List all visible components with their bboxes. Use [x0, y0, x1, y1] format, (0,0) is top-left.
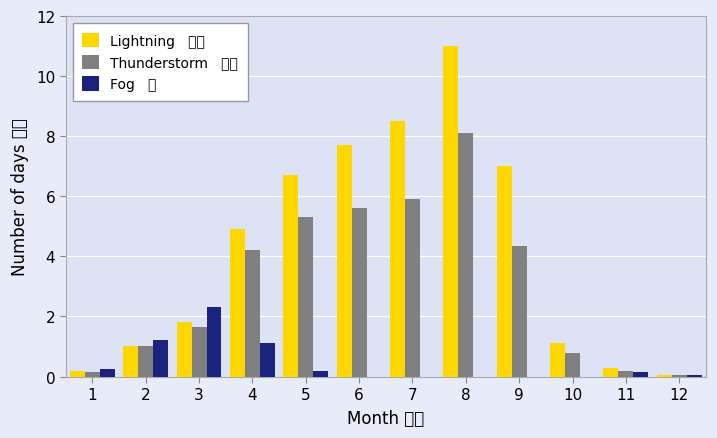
Bar	[687, 375, 702, 377]
Bar	[70, 371, 85, 377]
Bar	[405, 200, 420, 377]
Bar	[230, 230, 245, 377]
Bar	[337, 146, 351, 377]
Bar	[458, 134, 473, 377]
Y-axis label: Number of days 日數: Number of days 日數	[11, 118, 29, 276]
Bar	[657, 375, 672, 377]
Bar	[604, 367, 618, 377]
Legend: Lightning   閃電, Thunderstorm   雷暴, Fog   霧: Lightning 閃電, Thunderstorm 雷暴, Fog 霧	[72, 24, 248, 102]
Bar	[260, 344, 275, 377]
Bar	[85, 372, 100, 377]
Bar	[123, 347, 138, 377]
Bar	[565, 353, 580, 377]
Bar	[206, 308, 222, 377]
Bar	[390, 122, 405, 377]
Bar	[298, 218, 313, 377]
Bar	[245, 251, 260, 377]
Bar	[672, 375, 687, 377]
Bar	[191, 327, 206, 377]
Bar	[153, 341, 168, 377]
Bar	[351, 209, 366, 377]
Bar	[512, 246, 527, 377]
Bar	[550, 344, 565, 377]
Bar	[443, 47, 458, 377]
Bar	[138, 347, 153, 377]
Bar	[100, 369, 115, 377]
Bar	[618, 371, 633, 377]
Bar	[176, 323, 191, 377]
Bar	[497, 167, 512, 377]
Bar	[283, 176, 298, 377]
Bar	[313, 371, 328, 377]
Bar	[633, 372, 648, 377]
X-axis label: Month 月份: Month 月份	[347, 409, 424, 427]
